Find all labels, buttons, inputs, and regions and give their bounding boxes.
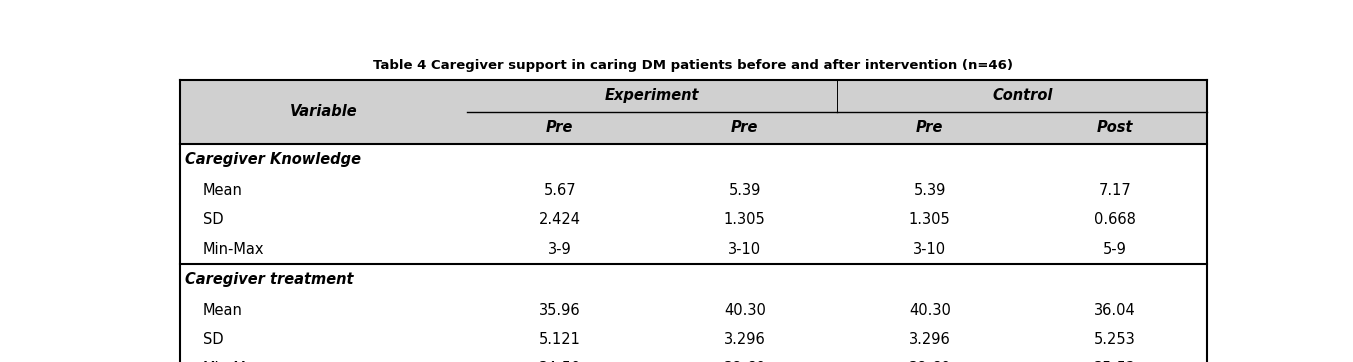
- Text: Pre: Pre: [916, 120, 943, 135]
- Text: Pre: Pre: [731, 120, 759, 135]
- Text: 40.30: 40.30: [909, 303, 951, 318]
- Text: SD: SD: [203, 212, 223, 227]
- Text: Caregiver treatment: Caregiver treatment: [185, 272, 353, 287]
- Text: 5.67: 5.67: [544, 183, 576, 198]
- Text: 1.305: 1.305: [724, 212, 766, 227]
- Text: 5.39: 5.39: [913, 183, 946, 198]
- Text: Experiment: Experiment: [605, 88, 700, 103]
- Text: 7.17: 7.17: [1099, 183, 1131, 198]
- Text: Caregiver Knowledge: Caregiver Knowledge: [185, 152, 361, 167]
- Text: 3-9: 3-9: [548, 241, 572, 257]
- Text: Mean: Mean: [203, 183, 242, 198]
- Text: Min-Max: Min-Max: [203, 241, 264, 257]
- Text: Post: Post: [1096, 120, 1132, 135]
- Text: 3-10: 3-10: [913, 241, 946, 257]
- Text: 5-9: 5-9: [1103, 241, 1127, 257]
- Text: Min-Max: Min-Max: [203, 361, 264, 362]
- Text: 1.305: 1.305: [909, 212, 951, 227]
- Text: 0.668: 0.668: [1093, 212, 1135, 227]
- Text: Table 4 Caregiver support in caring DM patients before and after intervention (n: Table 4 Caregiver support in caring DM p…: [373, 59, 1013, 72]
- Text: Mean: Mean: [203, 303, 242, 318]
- Text: 5.253: 5.253: [1093, 332, 1135, 347]
- Text: SD: SD: [203, 332, 223, 347]
- Text: 2.424: 2.424: [538, 212, 580, 227]
- Text: 38-60: 38-60: [909, 361, 951, 362]
- Text: Pre: Pre: [547, 120, 574, 135]
- Text: 3.296: 3.296: [724, 332, 766, 347]
- Text: 40.30: 40.30: [724, 303, 766, 318]
- Text: 35-52: 35-52: [1093, 361, 1137, 362]
- Text: Control: Control: [992, 88, 1053, 103]
- Text: 34-50: 34-50: [538, 361, 580, 362]
- Text: 36.04: 36.04: [1093, 303, 1135, 318]
- Text: 35.96: 35.96: [538, 303, 580, 318]
- Text: 3.296: 3.296: [909, 332, 951, 347]
- Text: 38-60: 38-60: [724, 361, 766, 362]
- Text: 5.121: 5.121: [538, 332, 580, 347]
- Text: Variable: Variable: [290, 104, 357, 119]
- Text: 3-10: 3-10: [728, 241, 762, 257]
- Text: 5.39: 5.39: [729, 183, 760, 198]
